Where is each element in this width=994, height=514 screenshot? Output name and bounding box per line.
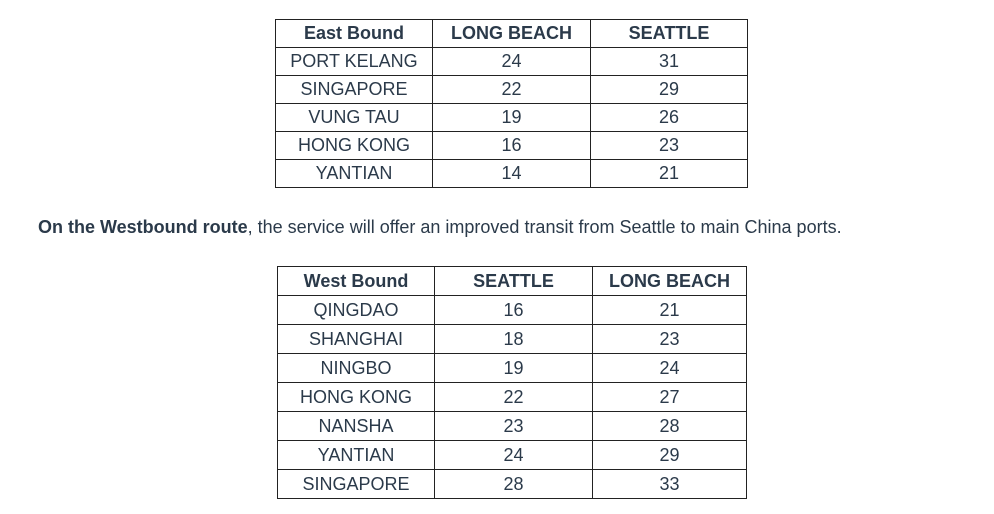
port-name-cell: YANTIAN	[275, 159, 433, 188]
westbound-transit-table: West Bound SEATTLE LONG BEACH QINGDAO 16 2…	[277, 266, 747, 499]
table-row: SINGAPORE 22 29	[275, 75, 748, 104]
column-header: West Bound	[277, 266, 435, 296]
table-row: HONG KONG 22 27	[277, 382, 747, 412]
column-header: East Bound	[275, 19, 433, 48]
transit-days-cell: 16	[432, 131, 591, 160]
table-header-row: East Bound LONG BEACH SEATTLE	[275, 19, 748, 48]
westbound-description: On the Westbound route, the service will…	[38, 217, 842, 238]
column-header: LONG BEACH	[432, 19, 591, 48]
transit-days-cell: 14	[432, 159, 591, 188]
port-name-cell: NANSHA	[277, 411, 435, 441]
transit-days-cell: 21	[592, 295, 747, 325]
transit-days-cell: 33	[592, 469, 747, 499]
port-name-cell: VUNG TAU	[275, 103, 433, 132]
table-header-row: West Bound SEATTLE LONG BEACH	[277, 266, 747, 296]
port-name-cell: HONG KONG	[275, 131, 433, 160]
transit-days-cell: 24	[434, 440, 593, 470]
transit-days-cell: 23	[434, 411, 593, 441]
transit-days-cell: 29	[590, 75, 748, 104]
transit-days-cell: 19	[434, 353, 593, 383]
transit-days-cell: 26	[590, 103, 748, 132]
transit-days-cell: 18	[434, 324, 593, 354]
table-row: YANTIAN 14 21	[275, 159, 748, 188]
port-name-cell: NINGBO	[277, 353, 435, 383]
table-row: YANTIAN 24 29	[277, 440, 747, 470]
transit-days-cell: 19	[432, 103, 591, 132]
table-row: NANSHA 23 28	[277, 411, 747, 441]
table-row: QINGDAO 16 21	[277, 295, 747, 325]
port-name-cell: HONG KONG	[277, 382, 435, 412]
port-name-cell: YANTIAN	[277, 440, 435, 470]
port-name-cell: QINGDAO	[277, 295, 435, 325]
transit-days-cell: 27	[592, 382, 747, 412]
port-name-cell: SHANGHAI	[277, 324, 435, 354]
transit-days-cell: 22	[434, 382, 593, 412]
eastbound-transit-table: East Bound LONG BEACH SEATTLE PORT KELAN…	[275, 19, 748, 188]
transit-days-cell: 16	[434, 295, 593, 325]
column-header: LONG BEACH	[592, 266, 747, 296]
table-row: SHANGHAI 18 23	[277, 324, 747, 354]
westbound-description-text: , the service will offer an improved tra…	[247, 217, 842, 237]
transit-days-cell: 23	[590, 131, 748, 160]
port-name-cell: PORT KELANG	[275, 47, 433, 76]
transit-days-cell: 23	[592, 324, 747, 354]
table-row: VUNG TAU 19 26	[275, 103, 748, 132]
port-name-cell: SINGAPORE	[275, 75, 433, 104]
port-name-cell: SINGAPORE	[277, 469, 435, 499]
westbound-route-label: On the Westbound route	[38, 217, 248, 237]
table-row: SINGAPORE 28 33	[277, 469, 747, 499]
transit-days-cell: 21	[590, 159, 748, 188]
transit-days-cell: 28	[434, 469, 593, 499]
transit-days-cell: 22	[432, 75, 591, 104]
transit-days-cell: 29	[592, 440, 747, 470]
table-row: NINGBO 19 24	[277, 353, 747, 383]
transit-days-cell: 28	[592, 411, 747, 441]
transit-days-cell: 31	[590, 47, 748, 76]
table-row: HONG KONG 16 23	[275, 131, 748, 160]
table-row: PORT KELANG 24 31	[275, 47, 748, 76]
transit-days-cell: 24	[592, 353, 747, 383]
column-header: SEATTLE	[590, 19, 748, 48]
column-header: SEATTLE	[434, 266, 593, 296]
transit-days-cell: 24	[432, 47, 591, 76]
